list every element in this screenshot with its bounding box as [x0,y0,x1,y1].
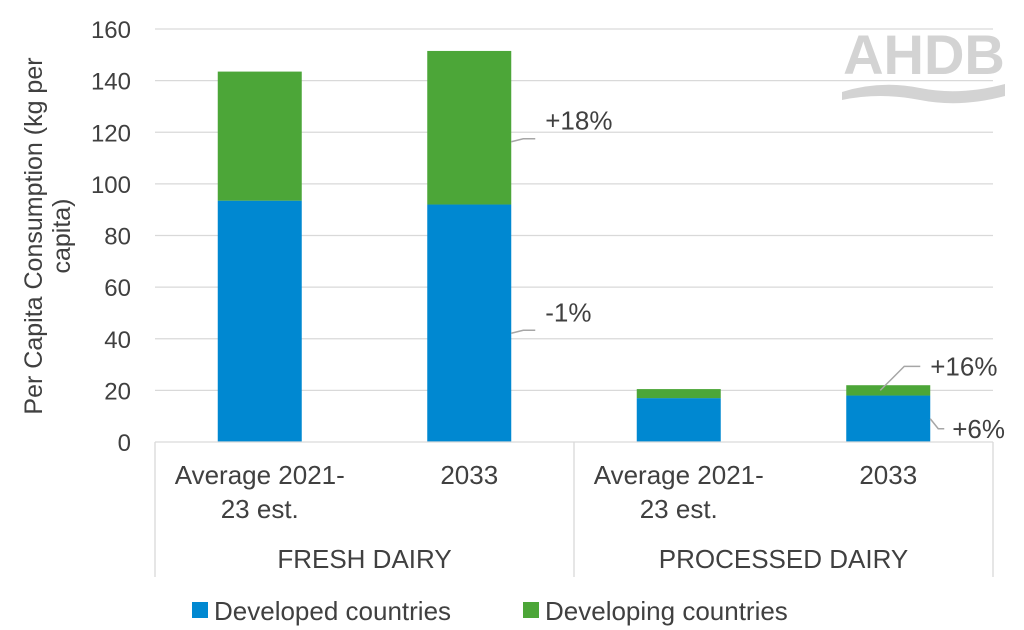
annotation-label: +6% [952,414,1005,444]
bars [217,50,931,442]
bar-developed-countries [427,204,512,442]
x-group-label: FRESH DAIRY [277,544,451,574]
legend-label: Developing countries [545,596,788,626]
legend-label: Developed countries [214,596,451,626]
y-axis-label: Per Capita Consumption (kg per capita) [20,57,76,414]
bar-developing-countries [217,71,302,201]
y-tick-label: 20 [104,378,131,405]
y-axis-label-line: capita) [48,198,76,273]
y-tick-label: 60 [104,275,131,302]
annotation-label: -1% [545,297,591,327]
legend-swatch [192,602,208,618]
annotation-leader [511,137,536,143]
x-category-label: 23 est. [221,494,299,524]
x-category-label: 2033 [440,460,498,490]
x-category-label: 2033 [859,460,917,490]
bar-developed-countries [636,398,721,442]
x-group-label: PROCESSED DAIRY [659,544,908,574]
annotation-label: +16% [930,351,997,381]
y-tick-label: 80 [104,224,131,251]
x-category-label: Average 2021- [594,460,764,490]
annotation-leader [879,365,921,391]
y-tick-label: 40 [104,327,131,354]
y-axis-label-line: Per Capita Consumption (kg per [20,57,48,414]
x-category-label: 23 est. [640,494,718,524]
bar-developed-countries [217,200,302,442]
annotation-leader [929,418,945,430]
y-tick-label: 100 [91,172,131,199]
x-axis: Average 2021- 23 est. 2033 Average 2021- 23 … [154,441,994,577]
bar-developed-countries [846,395,931,442]
legend-swatch [523,602,539,618]
annotations: +18% -1% +16% +6% [511,106,1005,444]
bar-developing-countries [636,389,721,399]
x-category-label: Average 2021- [175,460,345,490]
y-tick-label: 160 [91,17,131,44]
y-axis-ticks: 0 20 40 60 80 100 120 140 160 [91,17,131,457]
y-tick-label: 140 [91,69,131,96]
bar-developing-countries [427,50,512,205]
y-tick-label: 120 [91,120,131,147]
logo-text: AHDB [843,23,1005,86]
ahdb-logo: AHDB [842,23,1005,104]
annotation-label: +18% [545,106,612,136]
legend: Developed countries Developing countries [192,596,788,626]
y-tick-label: 0 [118,430,131,457]
annotation-leader [511,329,536,334]
logo-swoosh [842,84,1005,104]
bar-developing-countries [846,385,931,396]
